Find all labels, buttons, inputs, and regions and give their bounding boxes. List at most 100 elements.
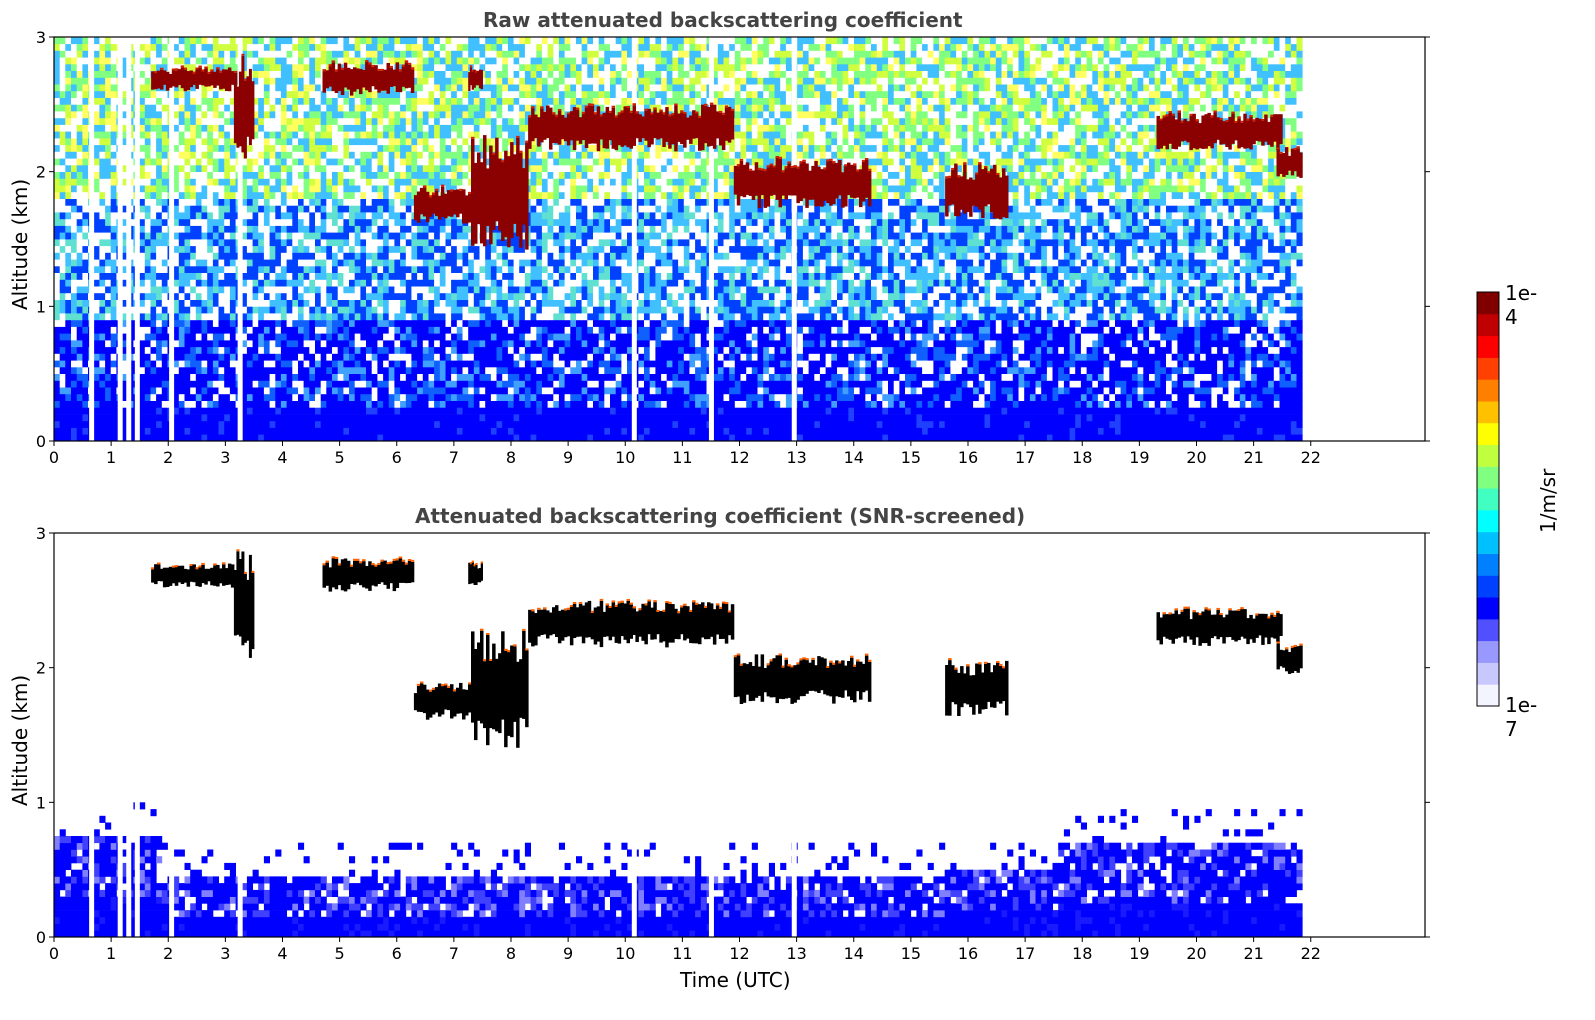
panel-1-backscatter-field (54, 37, 1303, 442)
panel-1-xtick-label-12: 12 (729, 448, 749, 467)
panel-1-xtick-label-13: 13 (786, 448, 806, 467)
colorbar-segment-7 (1477, 531, 1499, 554)
colorbar-unit-label: 1/m/sr (1536, 468, 1560, 533)
colorbar-segment-17 (1477, 313, 1499, 337)
panel-1-xtick-label-20: 20 (1186, 448, 1206, 467)
panel-1-xtick-label-8: 8 (506, 448, 516, 467)
panel-1-xtick-label-15: 15 (901, 448, 921, 467)
panel-1-xtick-label-11: 11 (672, 448, 692, 467)
panel-2-xtick-label-16: 16 (958, 944, 978, 963)
panel-2-data-gap-4 (169, 533, 175, 937)
panel-2-xtick-label-0: 0 (49, 944, 59, 963)
panel-2-cloud-layer-5 (471, 628, 529, 748)
panel-1-cloud-layer-6 (528, 102, 735, 152)
panel-2-data-gap-8 (791, 533, 797, 937)
panel-2-xtick-label-19: 19 (1129, 944, 1149, 963)
panel-1-data-gap-8 (791, 37, 797, 441)
panel-1-cloud-layer-3 (468, 65, 483, 91)
panel-1-cloud-layer-8 (945, 162, 1009, 220)
colorbar-segment-8 (1477, 509, 1499, 533)
panel-2-xtick-label-5: 5 (335, 944, 345, 963)
panel-2-xtick-label-13: 13 (786, 944, 806, 963)
panel-2-data-gap-6 (631, 533, 637, 937)
panel-2-xtick-label-20: 20 (1186, 944, 1206, 963)
panel-2-xtick-label-15: 15 (901, 944, 921, 963)
panel-1-ytick-label-2: 2 (36, 163, 46, 182)
panel-2-cloud-layer-7 (733, 653, 872, 704)
panel-1-data-gap-4 (169, 37, 175, 441)
panel-2-data-gap-1 (117, 533, 123, 937)
panel-2-cloud-layer-9 (1156, 606, 1283, 646)
panel-1-xtick-label-17: 17 (1015, 448, 1035, 467)
colorbar-segment-3 (1477, 618, 1499, 642)
panel-2-cloud-layer-3 (468, 560, 483, 585)
panel-1-cloud-layer-7 (733, 156, 872, 209)
panel-2-xtick-label-22: 22 (1301, 944, 1321, 963)
panel-2-cloud-layer-1 (233, 549, 255, 658)
panel-2-ytick-label-3: 3 (36, 524, 46, 543)
panel-2-cloud-layer-8 (945, 658, 1009, 716)
panel-2-xtick-label-12: 12 (729, 944, 749, 963)
panel-2-backscatter-field (54, 802, 1303, 938)
panel-2-xtick-label-1: 1 (106, 944, 116, 963)
panel-2-xtick-label-9: 9 (563, 944, 573, 963)
colorbar-segment-12 (1477, 422, 1499, 445)
panel-2-title: Attenuated backscattering coefficient (S… (415, 504, 1026, 528)
panel-1-ytick-label-0: 0 (36, 432, 46, 451)
panel-2-xtick-label-8: 8 (506, 944, 516, 963)
panel-1-xtick-label-18: 18 (1072, 448, 1092, 467)
panel-2-xtick-label-17: 17 (1015, 944, 1035, 963)
panel-2-xtick-label-2: 2 (163, 944, 173, 963)
panel-2-data-gap-7 (708, 533, 714, 937)
panel-1-cloud-layer-4 (413, 184, 472, 224)
panel-2-xtick-label-21: 21 (1243, 944, 1263, 963)
colorbar-segment-15 (1477, 357, 1499, 380)
panel-1-cloud-layer-0 (151, 65, 238, 92)
panel-2-xtick-label-6: 6 (392, 944, 402, 963)
panel-1-xtick-label-21: 21 (1243, 448, 1263, 467)
colorbar-max-label: 1e-4 (1505, 281, 1538, 329)
colorbar-segment-10 (1477, 466, 1499, 489)
colorbar-segment-6 (1477, 553, 1499, 576)
panel-1-xtick-label-9: 9 (563, 448, 573, 467)
panel-1-xtick-label-16: 16 (958, 448, 978, 467)
panel-1-xtick-label-0: 0 (49, 448, 59, 467)
panel-1-xtick-label-10: 10 (615, 448, 635, 467)
panel-1-data-gap-2 (126, 37, 132, 441)
panel-2-xtick-label-10: 10 (615, 944, 635, 963)
panel-2-cloud-layer-2 (322, 556, 415, 592)
colorbar-segment-11 (1477, 444, 1499, 467)
panel-1-data-gap-3 (134, 37, 140, 441)
panel-1-data-gap-5 (237, 37, 243, 441)
colorbar-segment-18 (1477, 292, 1499, 315)
colorbar-segment-0 (1477, 684, 1499, 707)
colorbar-segment-4 (1477, 597, 1499, 620)
panel-2-cloud-layer-10 (1276, 641, 1303, 674)
panel-1-xtick-label-2: 2 (163, 448, 173, 467)
panel-1-ytick-label-1: 1 (36, 297, 46, 316)
colorbar-segment-2 (1477, 640, 1499, 663)
panel-2-data-gap-0 (89, 533, 95, 937)
panel-2-xtick-label-14: 14 (844, 944, 864, 963)
panel-2-ytick-label-1: 1 (36, 793, 46, 812)
panel-1-ytick-label-3: 3 (36, 28, 46, 47)
panel-1-data-gap-1 (117, 37, 123, 441)
panel-2-cloud-layer-6 (528, 598, 735, 648)
panel-2-data-gap-2 (126, 533, 132, 937)
panel-2-xtick-label-11: 11 (672, 944, 692, 963)
panel-2-xtick-label-7: 7 (449, 944, 459, 963)
panel-1-xtick-label-14: 14 (844, 448, 864, 467)
panel-2-ytick-label-0: 0 (36, 928, 46, 947)
panel-1-xtick-label-1: 1 (106, 448, 116, 467)
panel-1-xtick-label-3: 3 (220, 448, 230, 467)
panel-1-xtick-label-4: 4 (277, 448, 287, 467)
colorbar-segment-9 (1477, 488, 1499, 511)
colorbar-segment-14 (1477, 379, 1499, 402)
panel-1-cloud-layer-2 (322, 60, 415, 96)
colorbar (1476, 291, 1500, 707)
panel-2-xtick-label-4: 4 (277, 944, 287, 963)
panel-1-data-gap-6 (631, 37, 637, 441)
colorbar-segment-16 (1477, 335, 1499, 358)
